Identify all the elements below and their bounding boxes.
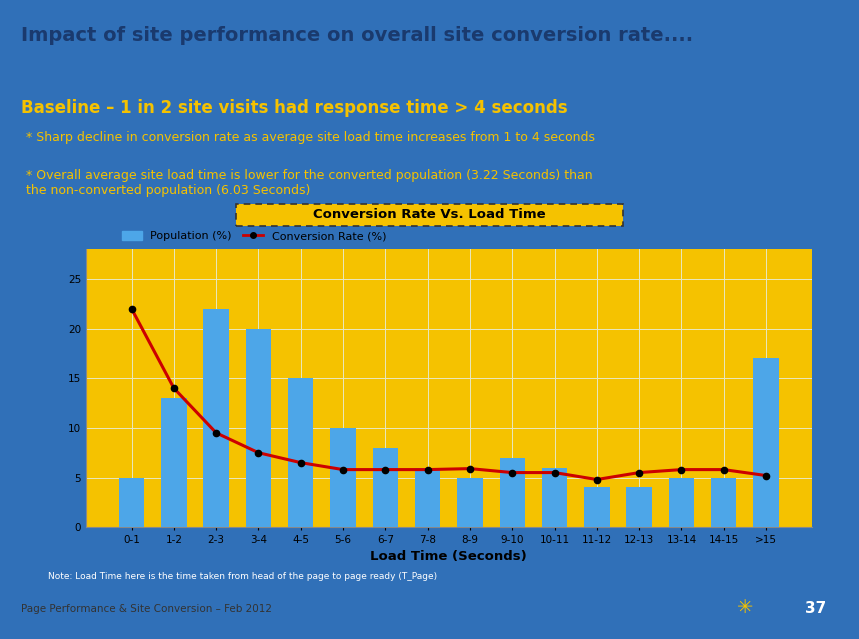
Bar (415, 468, 441, 527)
Text: * Sharp decline in conversion rate as average site load time increases from 1 to: * Sharp decline in conversion rate as av… (26, 131, 594, 144)
Legend: Population (%), Conversion Rate (%): Population (%), Conversion Rate (%) (121, 231, 387, 241)
Bar (780, 583, 850, 634)
Text: ✳: ✳ (737, 598, 754, 617)
Text: Page Performance & Site Conversion – Feb 2012: Page Performance & Site Conversion – Feb… (21, 604, 272, 613)
Text: 37: 37 (805, 601, 825, 616)
Bar (500, 458, 525, 527)
Bar (373, 448, 398, 527)
Bar (288, 378, 314, 527)
Bar (457, 477, 483, 527)
Bar (584, 488, 610, 527)
Bar (542, 468, 567, 527)
Text: * Overall average site load time is lower for the converted population (3.22 Sec: * Overall average site load time is lowe… (26, 169, 593, 197)
Bar (626, 488, 652, 527)
Bar (246, 328, 271, 527)
Text: Conversion Rate Vs. Load Time: Conversion Rate Vs. Load Time (314, 208, 545, 220)
FancyBboxPatch shape (236, 204, 623, 226)
Text: Walmart: Walmart (649, 599, 754, 619)
Text: Baseline – 1 in 2 site visits had response time > 4 seconds: Baseline – 1 in 2 site visits had respon… (21, 99, 568, 117)
Bar (669, 477, 694, 527)
Bar (331, 428, 356, 527)
Bar (711, 477, 736, 527)
Bar (753, 358, 779, 527)
Bar (161, 398, 186, 527)
Text: Note: Load Time here is the time taken from head of the page to page ready (T_Pa: Note: Load Time here is the time taken f… (48, 572, 437, 581)
Bar (119, 477, 144, 527)
Bar (204, 309, 228, 527)
Text: Impact of site performance on overall site conversion rate....: Impact of site performance on overall si… (21, 26, 693, 45)
X-axis label: Load Time (Seconds): Load Time (Seconds) (370, 550, 527, 564)
